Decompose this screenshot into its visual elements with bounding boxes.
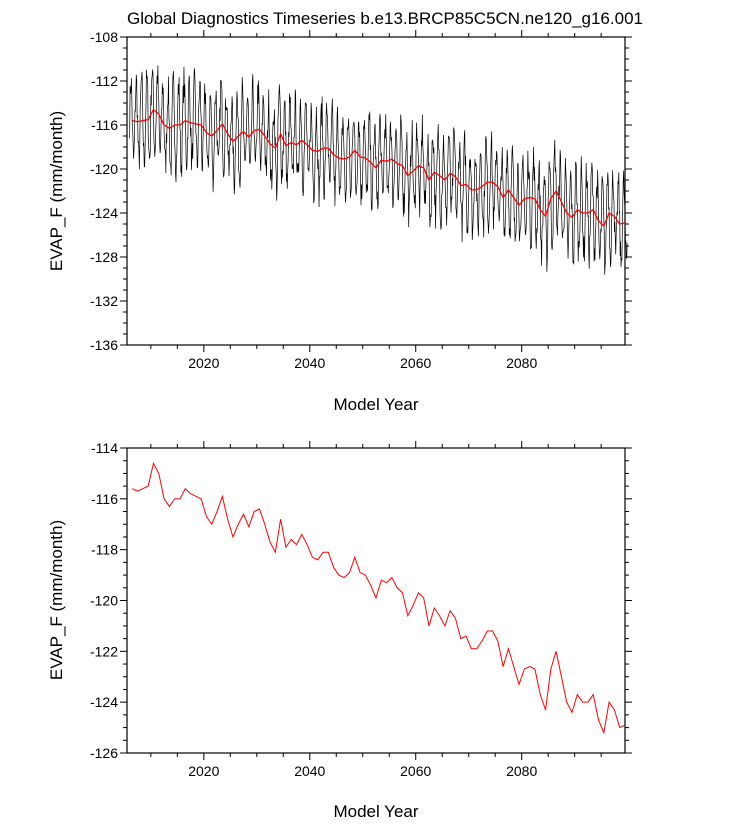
y-axis-top: -108 -112 -116 -120 -124 -128 -132 -136 — [90, 29, 632, 353]
y-tick-label: -114 — [91, 440, 118, 456]
y-axis-label-top: EVAP_F (mm/month) — [47, 111, 66, 271]
y-tick-label: -126 — [90, 745, 118, 761]
y-tick-label: -108 — [90, 29, 118, 45]
y-tick-label: -120 — [90, 161, 118, 177]
plot-frame-bottom — [126, 447, 626, 754]
series-line-monthly — [129, 65, 628, 275]
x-tick-label: 2020 — [188, 355, 219, 371]
x-tick-label: 2040 — [294, 355, 325, 371]
y-axis-label-bottom: EVAP_F (mm/month) — [47, 520, 66, 680]
y-axis-bottom: -114 -116 -118 -120 -122 -124 -126 — [90, 440, 632, 761]
series-line-annual-mean-top — [132, 108, 626, 228]
y-tick-label: -122 — [90, 643, 118, 659]
x-axis-label-top: Model Year — [333, 395, 418, 414]
y-tick-label: -120 — [90, 593, 118, 609]
series-group-bottom — [132, 461, 626, 735]
series-line-annual-mean-bottom — [132, 461, 626, 735]
x-tick-label: 2060 — [400, 355, 431, 371]
y-tick-label: -124 — [90, 694, 118, 710]
y-tick-label: -124 — [90, 205, 118, 221]
y-tick-label: -112 — [91, 73, 118, 89]
x-axis-label-bottom: Model Year — [333, 802, 418, 821]
x-tick-label: 2020 — [188, 763, 219, 779]
y-tick-label: -116 — [91, 491, 118, 507]
plot-frame-top — [126, 36, 626, 346]
x-tick-label: 2060 — [400, 763, 431, 779]
y-tick-label: -136 — [90, 337, 118, 353]
x-axis-bottom: 2020 2040 2060 2080 — [150, 441, 602, 779]
chart-title: Global Diagnostics Timeseries b.e13.BRCP… — [127, 9, 643, 28]
x-tick-label: 2080 — [506, 355, 537, 371]
panel-annual-mean: -114 -116 -118 -120 -122 -124 -126 2020 2040 206… — [47, 440, 632, 821]
series-group-top — [129, 65, 628, 275]
x-axis-top: 2020 2040 2060 2080 — [150, 30, 602, 371]
y-tick-label: -118 — [91, 542, 118, 558]
y-tick-label: -128 — [90, 249, 118, 265]
x-tick-label: 2080 — [506, 763, 537, 779]
y-tick-label: -132 — [90, 293, 118, 309]
y-tick-label: -116 — [91, 117, 118, 133]
panel-monthly-timeseries: -108 -112 -116 -120 -124 -128 -132 -136 2020 204… — [47, 29, 632, 414]
x-tick-label: 2040 — [294, 763, 325, 779]
